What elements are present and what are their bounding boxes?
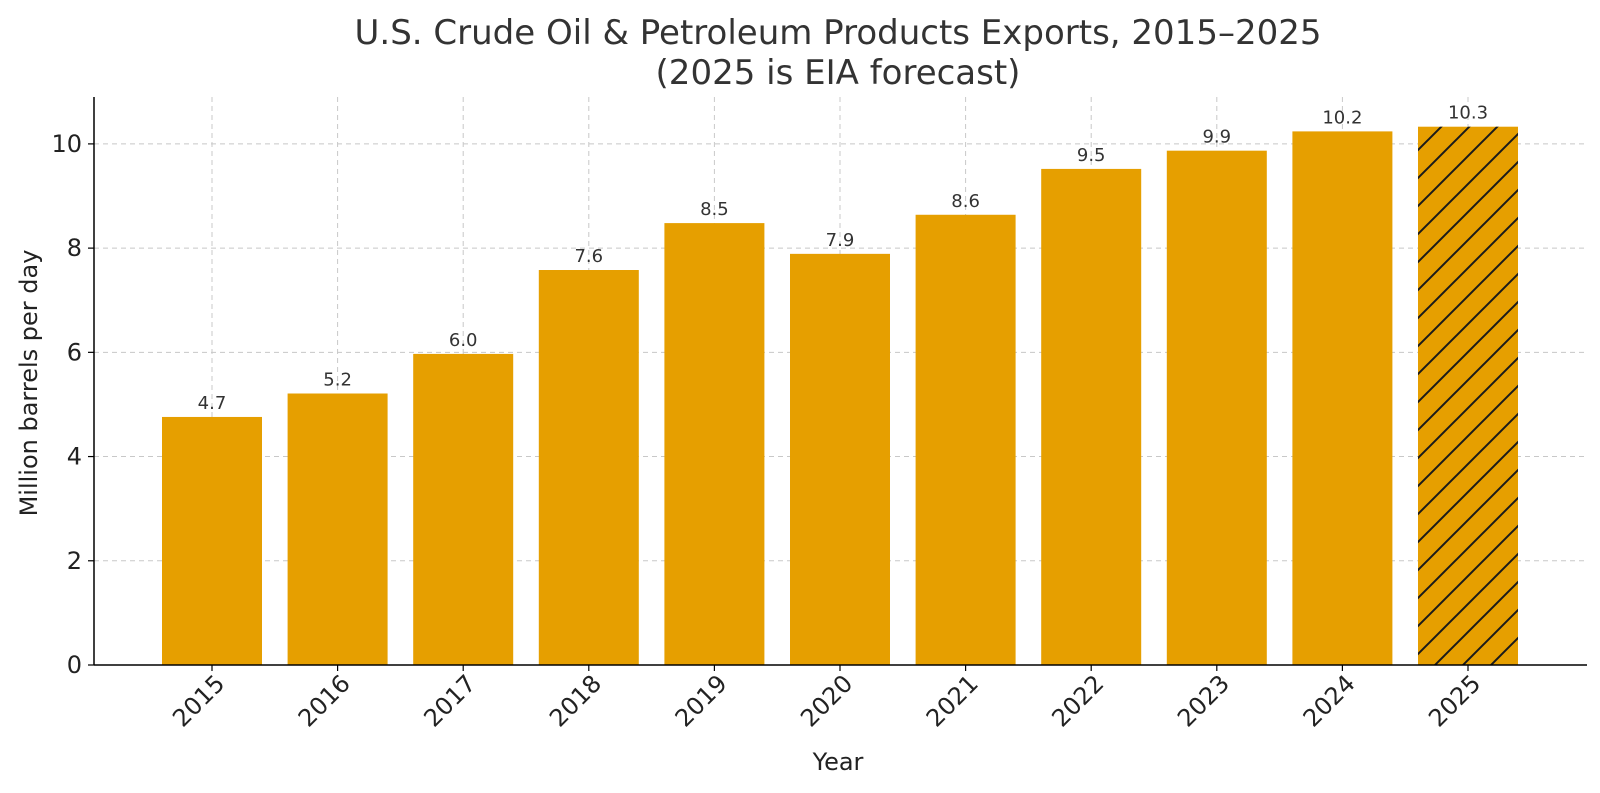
- x-tick-label-2025: 2025: [1423, 669, 1486, 732]
- data-label-2022: 9.5: [1077, 145, 1106, 166]
- x-tick-label-2019: 2019: [670, 669, 733, 732]
- data-label-2018: 7.6: [574, 246, 603, 267]
- data-label-2023: 9.9: [1202, 127, 1231, 148]
- bar-2017: [413, 353, 514, 665]
- x-tick-labels: 2015 2016 2017 2018 2019 2020 2021 2022 2023 2024…: [167, 669, 1486, 732]
- data-label-2015: 4.7: [198, 393, 227, 414]
- y-tick-label: 6: [67, 338, 82, 366]
- y-tick-label: 4: [67, 443, 82, 471]
- data-label-2019: 8.5: [700, 199, 729, 220]
- bar-2016: [287, 393, 388, 665]
- bars: [162, 126, 1518, 666]
- y-tick-label: 0: [67, 651, 82, 679]
- data-label-2024: 10.2: [1322, 107, 1362, 128]
- x-tick-label-2015: 2015: [167, 669, 230, 732]
- bar-2019: [664, 223, 765, 665]
- x-axis-label: Year: [812, 748, 864, 776]
- bar-2018: [538, 270, 639, 665]
- data-labels: 4.7 5.2 6.0 7.6 8.5 7.9 8.6 9.5 9.9 10.2 10.3: [198, 103, 1488, 414]
- chart-subtitle: (2025 is EIA forecast): [656, 53, 1021, 93]
- chart-title: U.S. Crude Oil & Petroleum Products Expo…: [355, 13, 1322, 53]
- x-tick-label-2016: 2016: [293, 669, 356, 732]
- bar-2021: [915, 214, 1016, 666]
- y-tick-labels: 0 2 4 6 8 10: [51, 130, 82, 679]
- y-axis-label: Million barrels per day: [15, 250, 43, 517]
- data-label-2017: 6.0: [449, 330, 478, 351]
- x-tick-label-2022: 2022: [1046, 669, 1109, 732]
- y-tick-label: 10: [51, 130, 82, 158]
- data-label-2021: 8.6: [951, 191, 980, 212]
- data-label-2025: 10.3: [1448, 103, 1488, 124]
- x-tick-label-2017: 2017: [418, 669, 481, 732]
- x-tick-label-2018: 2018: [544, 669, 607, 732]
- x-tick-label-2024: 2024: [1298, 669, 1361, 732]
- y-tick-label: 2: [67, 547, 82, 575]
- data-label-2020: 7.9: [826, 230, 855, 251]
- x-tick-label-2021: 2021: [921, 669, 984, 732]
- bar-2023: [1166, 150, 1267, 665]
- bar-hatch-2025: [1418, 126, 1518, 665]
- y-tick-label: 8: [67, 234, 82, 262]
- bar-2020: [790, 253, 890, 665]
- bar-2024: [1292, 131, 1393, 666]
- axes: [88, 97, 1587, 671]
- x-tick-label-2020: 2020: [795, 669, 858, 732]
- data-label-2016: 5.2: [323, 370, 352, 391]
- bar-2015: [162, 416, 262, 665]
- x-tick-label-2023: 2023: [1172, 669, 1235, 732]
- bar-2022: [1041, 168, 1142, 665]
